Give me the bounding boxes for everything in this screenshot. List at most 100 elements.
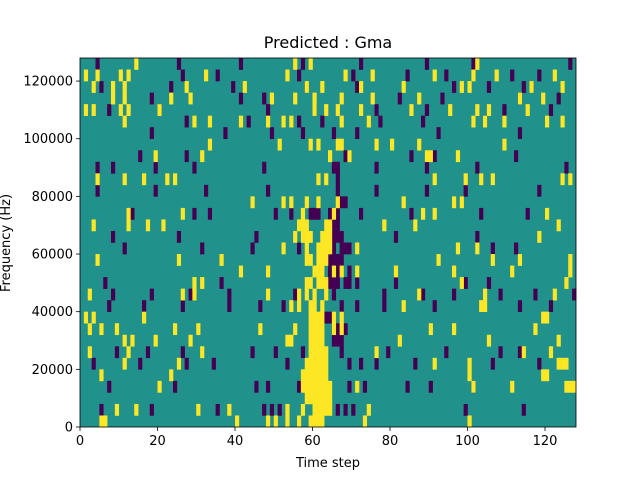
heatmap-cell-high [297, 219, 302, 232]
heatmap-cell-high [324, 288, 329, 301]
heatmap-cell-high [475, 242, 480, 255]
heatmap-cell-high [153, 150, 158, 163]
heatmap-cell-high [347, 150, 352, 163]
heatmap-cell-high [91, 81, 96, 93]
heatmap-cell-low [339, 334, 344, 347]
heatmap-cell-high [331, 311, 337, 324]
heatmap-cell-high [142, 173, 147, 186]
heatmap-cell-high [192, 115, 197, 128]
heatmap-cell-high [289, 196, 294, 209]
heatmap-cell-low [347, 265, 352, 278]
heatmap-cell-high [339, 138, 344, 151]
heatmap-cell-low [343, 242, 348, 255]
heatmap-cell-high [324, 357, 329, 370]
heatmap-cell-low [114, 346, 120, 359]
heatmap-cell-high [432, 173, 437, 186]
heatmap-cell-low [362, 380, 368, 393]
chart-title: Predicted : Gma [264, 33, 392, 52]
heatmap-cell-high [114, 323, 120, 336]
heatmap-cell-high [459, 81, 464, 93]
heatmap-cell-high [486, 104, 492, 116]
heatmap-cell-high [83, 104, 89, 116]
heatmap-cell-low [300, 58, 306, 70]
heatmap-cell-high [320, 254, 325, 266]
heatmap-cell-high [316, 242, 321, 255]
heatmap-cell-low [331, 277, 337, 289]
heatmap-cell-high [335, 104, 340, 116]
heatmap-cell-high [374, 346, 379, 359]
heatmap-cell-low [463, 277, 468, 289]
heatmap-cell-low [184, 357, 189, 370]
heatmap-cell-low [374, 161, 379, 174]
heatmap-cell-high [556, 219, 561, 232]
heatmap-cell-low [331, 242, 337, 255]
heatmap-cell-low [486, 81, 492, 93]
heatmap-cell-low [548, 104, 554, 116]
heatmap-cell-high [320, 265, 325, 278]
heatmap-cell-low [572, 288, 577, 301]
heatmap-cell-high [467, 369, 472, 382]
heatmap-cell-low [517, 346, 523, 359]
heatmap-cell-high [316, 311, 321, 324]
heatmap-cell-low [328, 207, 333, 220]
heatmap-cell-low [393, 230, 399, 243]
y-axis-label: Frequency (Hz) [0, 194, 14, 292]
heatmap-cell-low [355, 81, 360, 93]
heatmap-cell-low [537, 357, 542, 370]
heatmap-cell-high [235, 415, 240, 428]
heatmap-cell-high [316, 254, 321, 266]
heatmap-cell-low [328, 265, 333, 278]
heatmap-cell-low [335, 323, 340, 336]
heatmap-cell-high [308, 230, 313, 243]
heatmap-cell-high [324, 254, 329, 266]
heatmap-cell-high [331, 323, 337, 336]
heatmap-cell-high [111, 81, 116, 93]
heatmap-cell-low [320, 115, 325, 128]
heatmap-cell-low [359, 207, 364, 220]
heatmap-cell-low [335, 161, 340, 174]
heatmap-cell-high [180, 288, 185, 301]
heatmap-cell-low [130, 207, 135, 220]
heatmap-cell-low [335, 207, 340, 220]
heatmap-cell-high [328, 219, 333, 232]
heatmap-cell-high [382, 219, 387, 232]
heatmap-cell-high [95, 69, 100, 82]
heatmap-cell-high [560, 173, 565, 186]
heatmap-cell-high [308, 277, 313, 289]
heatmap-cell-low [347, 380, 352, 393]
x-tick-label: 120 [533, 434, 558, 449]
y-tick-label: 40000 [32, 305, 73, 320]
heatmap-cell-high [126, 219, 131, 232]
heatmap-cell-high [324, 380, 329, 393]
heatmap-cell-high [560, 357, 565, 370]
heatmap-cell-high [297, 288, 302, 301]
heatmap-cell-high [122, 357, 127, 370]
heatmap-cell-high [285, 415, 290, 428]
heatmap-cell-high [397, 334, 402, 347]
y-tick-label: 20000 [32, 363, 73, 378]
heatmap-cell-high [134, 403, 139, 416]
heatmap-cell-high [320, 277, 325, 289]
heatmap-cell-low [316, 207, 321, 220]
heatmap-cell-high [269, 92, 275, 105]
heatmap-cell-high [467, 415, 472, 428]
heatmap-cell-high [568, 254, 573, 266]
heatmap-cell-low [424, 104, 430, 116]
heatmap-cell-low [424, 184, 430, 197]
heatmap-cell-high [459, 277, 464, 289]
heatmap-cell-high [417, 138, 422, 151]
heatmap-cell-low [285, 357, 290, 370]
heatmap-cell-high [316, 380, 321, 393]
heatmap-cell-high [467, 357, 472, 370]
heatmap-cell-high [355, 265, 360, 278]
heatmap-cell-low [266, 380, 271, 393]
heatmap-cell-high [324, 219, 329, 232]
x-tick-label: 20 [149, 434, 166, 449]
heatmap-cell-high [312, 334, 317, 347]
plot-area [79, 57, 577, 428]
heatmap-cell-low [525, 207, 530, 220]
heatmap-cell-high [324, 242, 329, 255]
heatmap-cell-high [180, 207, 185, 220]
heatmap-cell-low [328, 254, 333, 266]
heatmap-cell-high [118, 104, 123, 116]
